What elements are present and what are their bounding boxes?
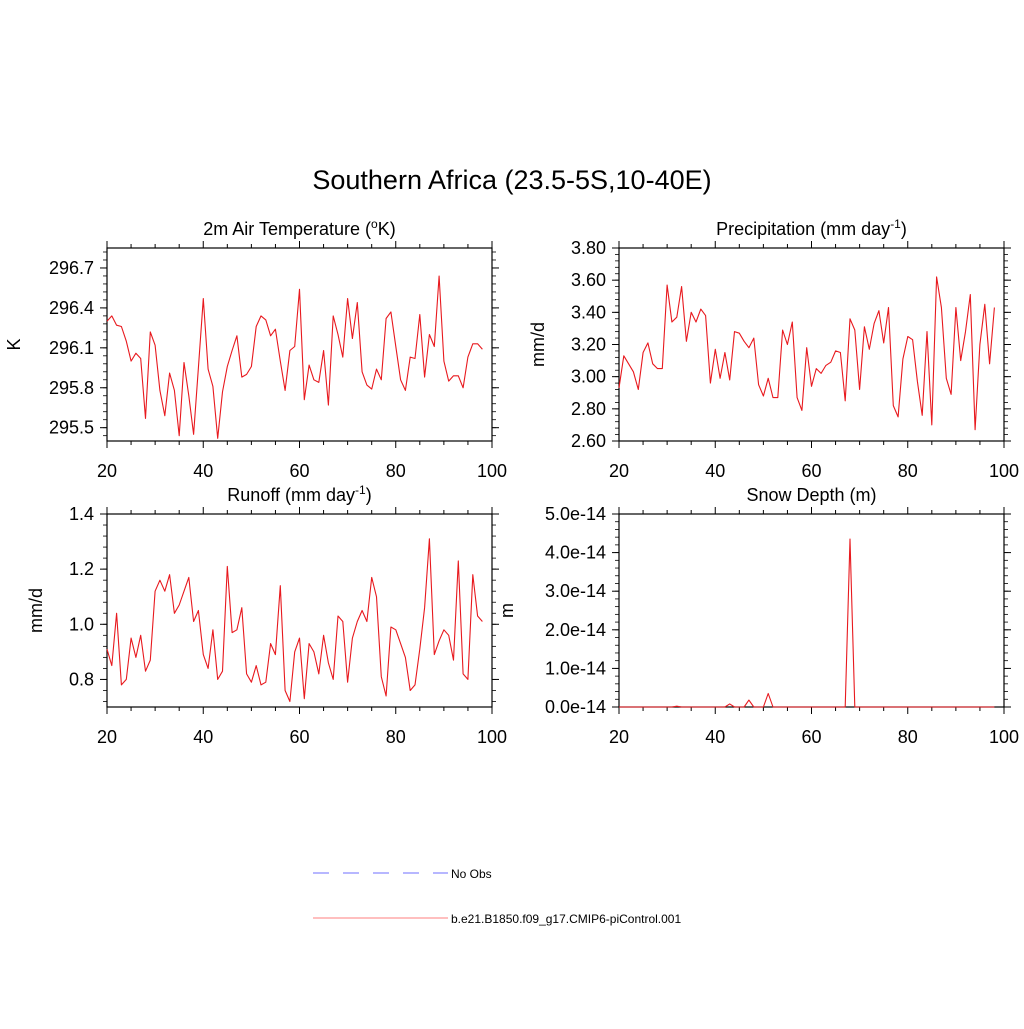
- temp-x-tick-label: 100: [477, 461, 507, 481]
- snow-plot-frame: [618, 513, 1005, 708]
- temp-x-tick-label: 60: [289, 461, 309, 481]
- runoff-plot-frame: [106, 513, 493, 708]
- runoff-series-line: [106, 538, 483, 703]
- runoff-x-tick-label: 20: [97, 727, 117, 747]
- temp-y-tick-label: 296.7: [49, 258, 94, 278]
- runoff-x-tick-label: 60: [289, 727, 309, 747]
- figure-title: Southern Africa (23.5-5S,10-40E): [312, 165, 712, 195]
- snow-y-tick-label: 1.0e-14: [545, 658, 606, 678]
- temp-y-tick-label: 295.8: [49, 378, 94, 398]
- legend-no-obs-label: No Obs: [451, 867, 492, 881]
- snow-panel-title: Snow Depth (m): [746, 485, 876, 505]
- runoff-y-tick-label: 0.8: [69, 669, 94, 689]
- temp-y-axis-label: K: [4, 338, 24, 350]
- precip-x-tick-label: 80: [898, 461, 918, 481]
- snow-y-tick-label: 4.0e-14: [545, 543, 606, 563]
- precip-x-tick-label: 100: [989, 461, 1019, 481]
- snow-y-tick-label: 3.0e-14: [545, 581, 606, 601]
- temp-x-tick-label: 20: [97, 461, 117, 481]
- temp-x-tick-label: 80: [386, 461, 406, 481]
- temp-series-line: [106, 275, 483, 439]
- snow-x-tick-label: 40: [705, 727, 725, 747]
- snow-x-tick-label: 100: [989, 727, 1019, 747]
- runoff-panel-title: Runoff (mm day-1): [227, 483, 371, 505]
- precip-y-tick-label: 2.80: [571, 399, 606, 419]
- legend-model-label: b.e21.B1850.f09_g17.CMIP6-piControl.001: [451, 912, 681, 926]
- precip-panel-title: Precipitation (mm day-1): [716, 217, 907, 239]
- snow-x-tick-label: 60: [801, 727, 821, 747]
- precip-y-tick-label: 3.20: [571, 335, 606, 355]
- snow-series-line: [619, 538, 995, 708]
- snow-y-tick-label: 2.0e-14: [545, 620, 606, 640]
- runoff-y-tick-label: 1.2: [69, 559, 94, 579]
- runoff-x-tick-label: 40: [193, 727, 213, 747]
- temp-x-tick-label: 40: [193, 461, 213, 481]
- runoff-y-tick-label: 1.4: [69, 504, 94, 524]
- precip-x-tick-label: 60: [801, 461, 821, 481]
- precip-y-axis-label: mm/d: [528, 322, 548, 367]
- snow-x-tick-label: 80: [898, 727, 918, 747]
- temp-y-tick-label: 296.1: [49, 338, 94, 358]
- temp-y-tick-label: 296.4: [49, 298, 94, 318]
- snow-x-tick-label: 20: [609, 727, 629, 747]
- precip-y-tick-label: 2.60: [571, 431, 606, 451]
- runoff-y-tick-label: 1.0: [69, 614, 94, 634]
- precip-plot-frame: [618, 247, 1005, 442]
- runoff-x-tick-label: 100: [477, 727, 507, 747]
- precip-y-tick-label: 3.80: [571, 238, 606, 258]
- runoff-x-tick-label: 80: [386, 727, 406, 747]
- temp-y-tick-label: 295.5: [49, 418, 94, 438]
- runoff-y-axis-label: mm/d: [26, 588, 46, 633]
- precip-y-tick-label: 3.00: [571, 367, 606, 387]
- precip-series-line: [618, 276, 995, 431]
- precip-y-tick-label: 3.40: [571, 302, 606, 322]
- snow-y-axis-label: m: [497, 603, 517, 618]
- temp-panel-title: 2m Air Temperature (oK): [203, 217, 395, 239]
- precip-x-tick-label: 40: [705, 461, 725, 481]
- snow-y-tick-label: 0.0e-14: [545, 697, 606, 717]
- precip-x-tick-label: 20: [609, 461, 629, 481]
- snow-y-tick-label: 5.0e-14: [545, 504, 606, 524]
- precip-y-tick-label: 3.60: [571, 270, 606, 290]
